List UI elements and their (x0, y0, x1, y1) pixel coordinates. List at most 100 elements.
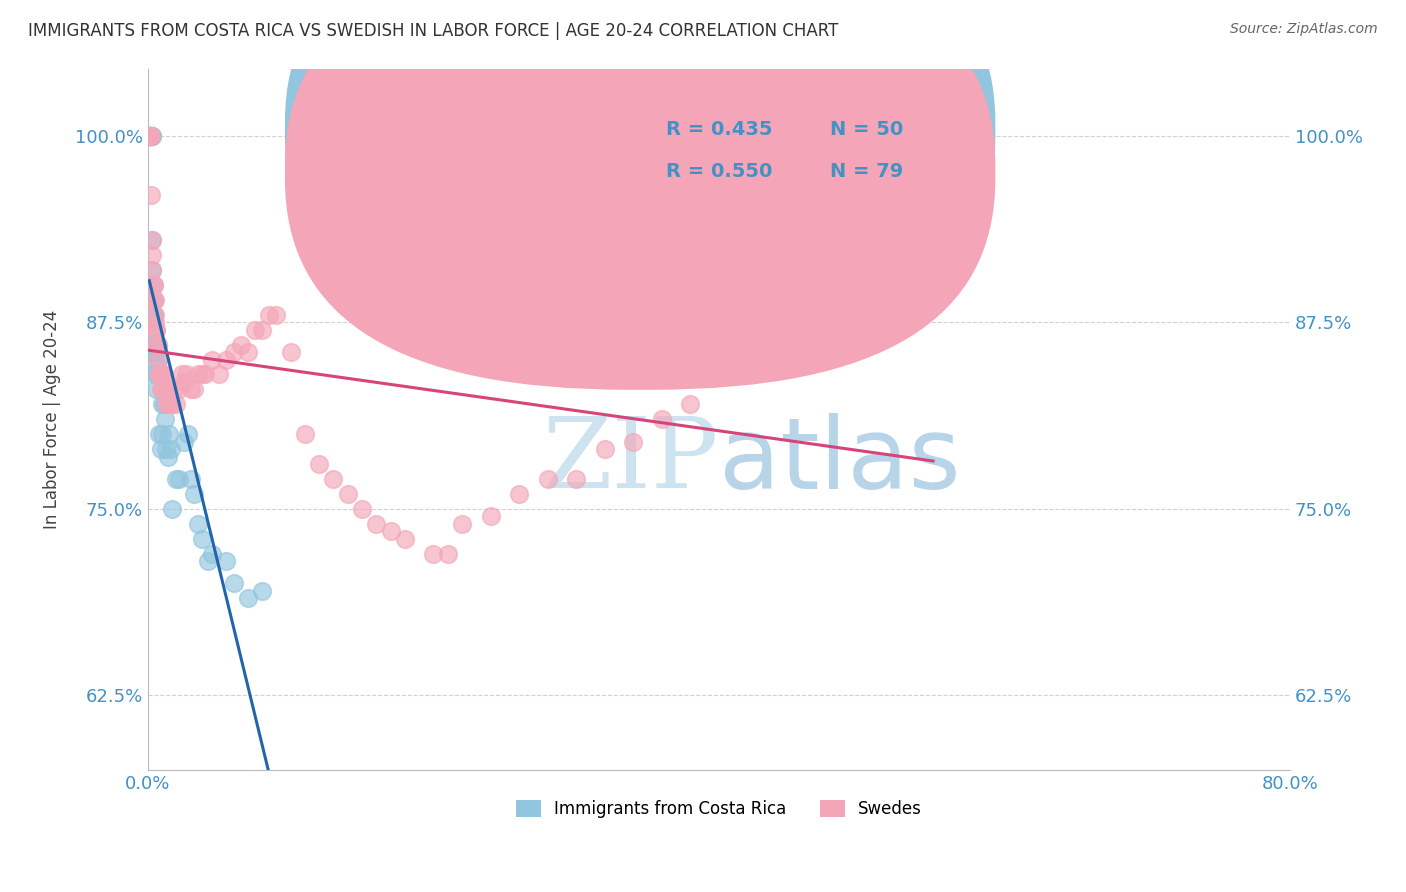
Point (138, 128, 160, 143)
Point (145, 383, 167, 397)
Point (146, 337, 169, 351)
Text: ZIP: ZIP (543, 414, 718, 509)
Point (157, 397, 180, 411)
Point (142, 308, 165, 322)
FancyBboxPatch shape (285, 0, 995, 390)
Point (152, 397, 174, 411)
Point (153, 383, 176, 397)
Point (176, 368, 198, 382)
Point (152, 368, 174, 382)
Point (651, 412, 673, 426)
Point (143, 352, 166, 367)
Point (160, 397, 183, 411)
Point (141, 277, 163, 292)
Point (294, 427, 316, 442)
Point (394, 532, 416, 546)
Point (142, 277, 165, 292)
Point (141, 263, 163, 277)
Text: N = 79: N = 79 (830, 162, 903, 181)
Point (201, 547, 224, 561)
Point (142, 293, 165, 307)
Point (141, 263, 163, 277)
Point (141, 128, 163, 143)
Point (380, 524, 402, 539)
Point (508, 487, 530, 501)
Text: R = 0.550: R = 0.550 (666, 162, 773, 181)
Point (707, 368, 730, 382)
Point (150, 427, 173, 442)
Point (162, 383, 184, 397)
Point (191, 368, 214, 382)
Point (350, 501, 373, 516)
Point (142, 337, 165, 351)
Point (156, 383, 179, 397)
Point (141, 248, 163, 262)
Point (222, 576, 245, 591)
Point (187, 516, 209, 531)
Point (479, 509, 502, 524)
Point (183, 487, 205, 501)
Point (148, 368, 170, 382)
Point (793, 337, 815, 351)
Point (173, 434, 195, 449)
Point (156, 450, 179, 464)
Point (215, 554, 238, 568)
Point (146, 337, 169, 351)
Point (139, 128, 162, 143)
Point (180, 472, 202, 486)
Point (153, 412, 176, 426)
Point (141, 323, 163, 337)
Point (155, 397, 177, 411)
Point (150, 368, 173, 382)
Point (145, 368, 167, 382)
Point (322, 472, 344, 486)
Point (141, 233, 163, 247)
Point (139, 128, 162, 143)
Point (922, 277, 945, 292)
Point (173, 375, 195, 389)
Point (187, 368, 209, 382)
Point (243, 323, 266, 337)
Point (145, 337, 167, 351)
Point (336, 487, 359, 501)
Point (148, 427, 170, 442)
Point (165, 397, 187, 411)
Point (837, 323, 859, 337)
Point (183, 383, 205, 397)
Point (215, 352, 238, 367)
Point (139, 128, 162, 143)
Point (879, 308, 901, 322)
Text: Source: ZipAtlas.com: Source: ZipAtlas.com (1230, 22, 1378, 37)
Point (250, 323, 273, 337)
Point (169, 472, 191, 486)
Point (250, 583, 273, 598)
Point (143, 308, 166, 322)
Point (436, 547, 458, 561)
Point (142, 308, 165, 322)
Point (565, 472, 588, 486)
Point (149, 383, 172, 397)
Point (138, 128, 160, 143)
Point (145, 323, 167, 337)
Point (751, 352, 773, 367)
Point (149, 442, 172, 456)
Point (139, 128, 162, 143)
Point (138, 128, 160, 143)
Point (146, 352, 169, 367)
Point (194, 368, 217, 382)
Point (155, 442, 177, 456)
Text: atlas: atlas (718, 413, 960, 510)
Y-axis label: In Labor Force | Age 20-24: In Labor Force | Age 20-24 (44, 310, 60, 529)
Point (138, 128, 160, 143)
Point (143, 368, 166, 382)
Point (142, 277, 165, 292)
FancyBboxPatch shape (616, 86, 965, 202)
Point (150, 397, 173, 411)
Point (201, 352, 224, 367)
Point (149, 368, 172, 382)
Point (146, 352, 169, 367)
Point (145, 323, 167, 337)
Point (159, 442, 181, 456)
Point (141, 128, 163, 143)
Point (159, 397, 181, 411)
